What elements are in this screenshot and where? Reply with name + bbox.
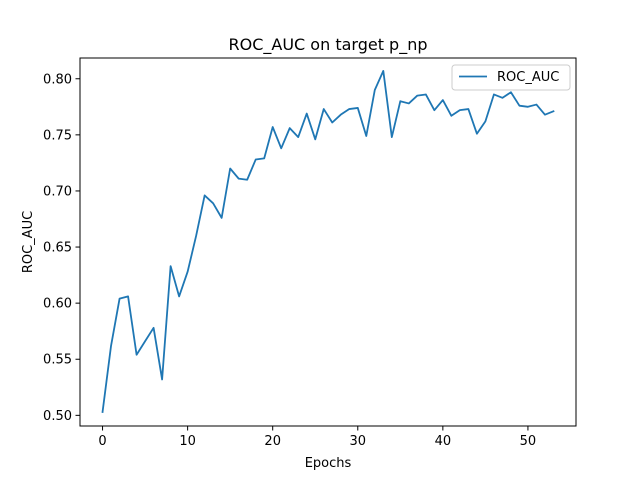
x-tick-label: 20 [264,434,281,449]
chart-title: ROC_AUC on target p_np [229,35,428,55]
x-axis-label: Epochs [305,456,352,471]
series-layer [101,70,555,413]
plot-area [80,58,576,426]
y-tick-label: 0.75 [43,128,72,143]
axes-layer: 0 10 20 30 40 50 0.50 0.55 0.60 0.65 0.70 0.75 0.80 [43,57,577,449]
x-tick-label: 40 [435,434,452,449]
y-tick-label: 0.65 [43,241,72,256]
plot-background [80,58,576,426]
x-tick-label: 10 [179,434,196,449]
axes-frame [79,57,577,427]
y-tick-label: 0.50 [43,409,72,424]
legend-label-roc-auc: ROC_AUC [497,70,559,85]
y-tick-label: 0.55 [43,353,72,368]
x-tick-label: 50 [520,434,537,449]
legend: ROC_AUC [451,64,571,91]
y-axis-label: ROC_AUC [21,211,36,273]
y-tick-label: 0.60 [43,297,72,312]
x-tick-label: 0 [98,434,106,449]
series-line-roc-auc [101,70,555,413]
x-tick-label: 30 [350,434,367,449]
legend-box [451,64,571,91]
y-tick-label: 0.70 [43,184,72,199]
y-tick-label: 0.80 [43,72,72,87]
